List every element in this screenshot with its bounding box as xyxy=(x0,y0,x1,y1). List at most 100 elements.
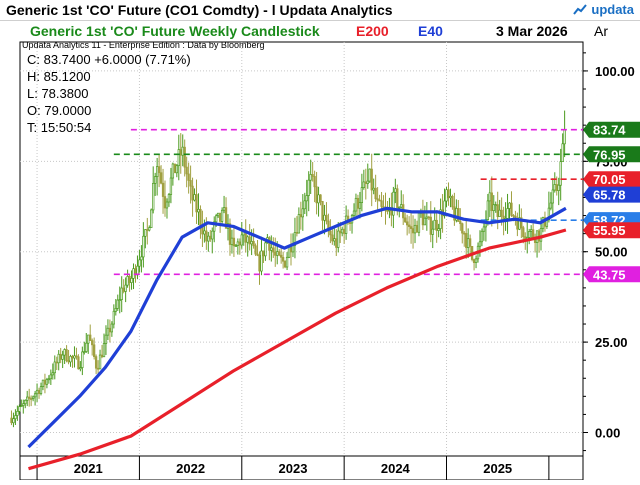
window-title: Generic 1st 'CO' Future (CO1 Comdty) - l… xyxy=(6,2,393,18)
candle-body xyxy=(549,202,552,209)
candle-body xyxy=(301,208,304,218)
candle-body xyxy=(325,214,328,222)
candle-body xyxy=(63,349,66,356)
candle-body xyxy=(20,405,23,407)
candle-body xyxy=(539,227,543,242)
axis-type-label[interactable]: Ar xyxy=(594,23,608,39)
candle-body xyxy=(435,219,438,231)
candle-body xyxy=(207,235,210,242)
candle-body xyxy=(356,197,360,209)
candle-body xyxy=(152,183,155,211)
price-tag: 70.05 xyxy=(583,171,640,188)
price-tag-bg xyxy=(583,186,640,203)
candle-body xyxy=(488,192,491,202)
candle-body xyxy=(303,200,306,210)
x-tick-label: 2023 xyxy=(279,461,308,476)
candle-body xyxy=(26,396,29,401)
candle-body xyxy=(474,258,478,264)
candle-body xyxy=(47,378,51,381)
candle-body xyxy=(232,237,236,247)
ema200-line xyxy=(28,228,567,471)
candle-body xyxy=(55,361,58,364)
ohlc-close: C: 83.7400 +6.0000 (7.71%) xyxy=(27,52,191,67)
candle-body xyxy=(553,184,556,191)
candle-body xyxy=(114,308,117,312)
candle-body xyxy=(500,209,503,217)
candle-body xyxy=(557,184,560,191)
candle-body xyxy=(555,184,558,191)
candle-body xyxy=(354,197,358,212)
candle-body xyxy=(437,228,440,231)
candles xyxy=(10,110,566,428)
window-titlebar: Generic 1st 'CO' Future (CO1 Comdty) - l… xyxy=(0,0,640,21)
candle-body xyxy=(12,418,15,424)
candle-body xyxy=(142,235,145,258)
price-tag-bg xyxy=(583,121,640,138)
candle-body xyxy=(91,340,94,346)
candle-body xyxy=(256,253,259,256)
candle-body xyxy=(337,230,340,248)
candle-body xyxy=(482,226,486,232)
candle-body xyxy=(83,351,86,353)
e200-label: E200 xyxy=(356,23,389,39)
grid xyxy=(19,41,584,481)
candle-body xyxy=(18,406,21,412)
candle-body xyxy=(518,217,521,230)
candle-body xyxy=(189,180,192,187)
candle-body xyxy=(376,198,379,201)
candle-body xyxy=(547,207,551,221)
candle-body xyxy=(150,209,153,229)
candle-body xyxy=(278,251,281,256)
candle-body xyxy=(217,212,220,217)
candle-body xyxy=(372,187,375,191)
candle-body xyxy=(478,241,482,247)
candle-body xyxy=(360,187,364,203)
candle-body xyxy=(104,334,108,344)
candle-body xyxy=(203,230,206,235)
candle-body xyxy=(425,216,428,219)
candle-body xyxy=(490,192,493,212)
candle-body xyxy=(79,367,82,370)
candle-body xyxy=(264,242,267,257)
candle-body xyxy=(472,259,476,264)
candle-body xyxy=(81,351,84,368)
candle-body xyxy=(480,230,484,243)
candle-body xyxy=(254,245,257,255)
candle-body xyxy=(262,250,265,257)
candle-body xyxy=(98,354,102,370)
candle-body xyxy=(177,149,180,167)
candle-body xyxy=(392,191,395,216)
candle-body xyxy=(465,233,468,248)
candle-body xyxy=(14,415,17,420)
moving-averages xyxy=(27,206,567,471)
candle-body xyxy=(335,238,338,248)
candle-body xyxy=(285,256,289,268)
candle-body xyxy=(24,399,27,405)
brand-logo: updata xyxy=(573,2,634,17)
candle-body xyxy=(260,250,263,272)
candle-body xyxy=(368,168,371,182)
candle-body xyxy=(291,245,295,253)
candle-body xyxy=(236,241,240,246)
candle-body xyxy=(246,236,249,243)
candle-body xyxy=(144,229,147,237)
candle-body xyxy=(417,212,421,233)
candle-body xyxy=(370,168,373,191)
candle-body xyxy=(467,238,470,248)
candle-body xyxy=(128,276,131,283)
candle-body xyxy=(51,372,54,376)
candle-body xyxy=(157,166,161,174)
candle-body xyxy=(181,146,184,156)
candle-body xyxy=(138,259,141,267)
price-tag-label: 70.05 xyxy=(593,172,626,187)
candle-body xyxy=(96,367,100,370)
candle-body xyxy=(447,189,450,199)
chart-title: Generic 1st 'CO' Future Weekly Candlesti… xyxy=(30,23,320,39)
candle-body xyxy=(89,334,92,341)
candle-body xyxy=(394,188,397,193)
candle-body xyxy=(37,389,41,394)
candle-body xyxy=(234,245,238,247)
